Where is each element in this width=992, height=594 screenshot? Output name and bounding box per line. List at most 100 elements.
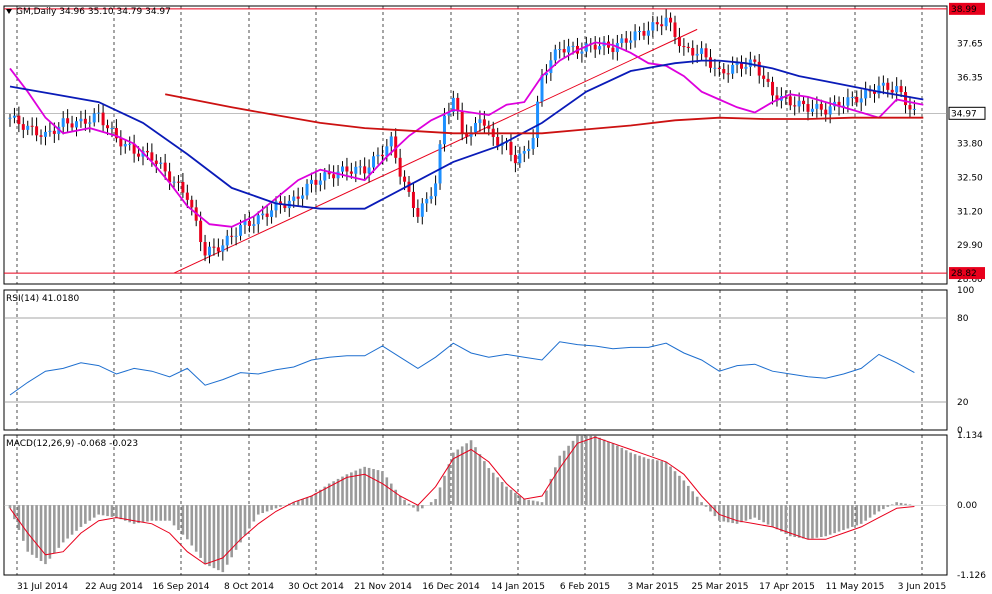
candle-body[interactable] <box>646 30 650 36</box>
candle-body[interactable] <box>912 108 916 110</box>
candle-body[interactable] <box>744 66 748 69</box>
candle-body[interactable] <box>695 53 699 56</box>
candle-body[interactable] <box>225 235 229 246</box>
candle-body[interactable] <box>123 143 127 147</box>
candle-body[interactable] <box>460 110 464 134</box>
candle-body[interactable] <box>176 181 180 183</box>
candle-body[interactable] <box>66 118 70 124</box>
candle-body[interactable] <box>367 167 371 174</box>
candle-body[interactable] <box>762 75 766 79</box>
candle-body[interactable] <box>469 132 473 137</box>
candle-body[interactable] <box>61 118 65 127</box>
candle-body[interactable] <box>234 235 238 237</box>
candle-body[interactable] <box>549 60 553 74</box>
candle-body[interactable] <box>624 38 628 43</box>
candle-body[interactable] <box>580 51 584 54</box>
candle-body[interactable] <box>345 166 349 172</box>
candle-body[interactable] <box>349 171 353 174</box>
candle-body[interactable] <box>669 17 673 23</box>
candle-body[interactable] <box>691 47 695 56</box>
candle-body[interactable] <box>788 96 792 106</box>
candle-body[interactable] <box>567 46 571 53</box>
candle-body[interactable] <box>434 183 438 197</box>
candle-body[interactable] <box>163 162 167 172</box>
candle-body[interactable] <box>651 22 655 31</box>
candle-body[interactable] <box>558 49 562 51</box>
candle-body[interactable] <box>145 150 149 153</box>
candle-body[interactable] <box>726 73 730 75</box>
candle-body[interactable] <box>221 245 225 252</box>
candle-body[interactable] <box>185 192 189 200</box>
candle-body[interactable] <box>513 154 517 164</box>
candle-body[interactable] <box>544 73 548 76</box>
candle-body[interactable] <box>686 46 690 48</box>
candle-body[interactable] <box>230 235 234 237</box>
candle-body[interactable] <box>132 143 136 154</box>
candle-body[interactable] <box>655 22 659 25</box>
candle-body[interactable] <box>447 111 451 116</box>
candle-body[interactable] <box>904 92 908 106</box>
candle-body[interactable] <box>593 44 597 50</box>
candle-body[interactable] <box>101 112 105 126</box>
candle-body[interactable] <box>482 119 486 126</box>
candle-body[interactable] <box>908 105 912 110</box>
candle-body[interactable] <box>106 125 110 129</box>
candle-body[interactable] <box>75 121 78 128</box>
candle-body[interactable] <box>88 122 92 124</box>
candle-body[interactable] <box>735 62 739 65</box>
candle-body[interactable] <box>39 135 43 137</box>
candle-body[interactable] <box>358 166 362 168</box>
candle-body[interactable] <box>274 201 278 211</box>
candle-body[interactable] <box>704 48 708 58</box>
candle-body[interactable] <box>527 148 531 152</box>
candle-body[interactable] <box>247 220 251 226</box>
candle-body[interactable] <box>363 166 367 174</box>
candle-body[interactable] <box>877 85 881 94</box>
candle-body[interactable] <box>154 160 158 164</box>
candle-body[interactable] <box>314 179 318 185</box>
candle-body[interactable] <box>8 117 12 119</box>
candle-body[interactable] <box>487 125 491 129</box>
candle-body[interactable] <box>336 171 340 179</box>
candle-body[interactable] <box>239 224 243 236</box>
candle-body[interactable] <box>372 156 376 168</box>
candle-body[interactable] <box>819 103 823 110</box>
candle-body[interactable] <box>859 98 863 103</box>
candle-body[interactable] <box>425 198 429 204</box>
candle-body[interactable] <box>305 183 309 196</box>
candle-body[interactable] <box>341 166 344 172</box>
candle-body[interactable] <box>638 31 642 33</box>
candle-body[interactable] <box>474 122 477 133</box>
candle-body[interactable] <box>895 86 899 93</box>
candle-body[interactable] <box>611 47 615 53</box>
candle-body[interactable] <box>598 46 602 50</box>
candle-body[interactable] <box>540 75 544 102</box>
candle-body[interactable] <box>536 101 540 138</box>
candle-body[interactable] <box>256 215 260 225</box>
candle-body[interactable] <box>873 91 876 94</box>
candle-body[interactable] <box>677 36 681 47</box>
candle-body[interactable] <box>190 199 194 208</box>
candle-body[interactable] <box>243 220 247 225</box>
candle-body[interactable] <box>509 141 513 155</box>
candle-body[interactable] <box>810 108 814 112</box>
candle-body[interactable] <box>159 162 163 164</box>
candle-body[interactable] <box>416 207 420 217</box>
candle-body[interactable] <box>864 89 868 99</box>
candle-body[interactable] <box>881 82 885 86</box>
candle-body[interactable] <box>855 96 859 103</box>
candle-body[interactable] <box>26 125 30 130</box>
candle-body[interactable] <box>119 138 123 147</box>
candle-body[interactable] <box>168 171 172 183</box>
candle-body[interactable] <box>128 143 132 145</box>
candle-body[interactable] <box>451 97 455 112</box>
candle-body[interactable] <box>216 247 220 252</box>
candle-body[interactable] <box>212 246 216 248</box>
candle-body[interactable] <box>740 62 743 69</box>
candle-body[interactable] <box>496 136 500 146</box>
candle-body[interactable] <box>797 100 801 107</box>
candle-body[interactable] <box>79 118 83 122</box>
candle-body[interactable] <box>456 97 460 111</box>
candle-body[interactable] <box>899 86 903 93</box>
